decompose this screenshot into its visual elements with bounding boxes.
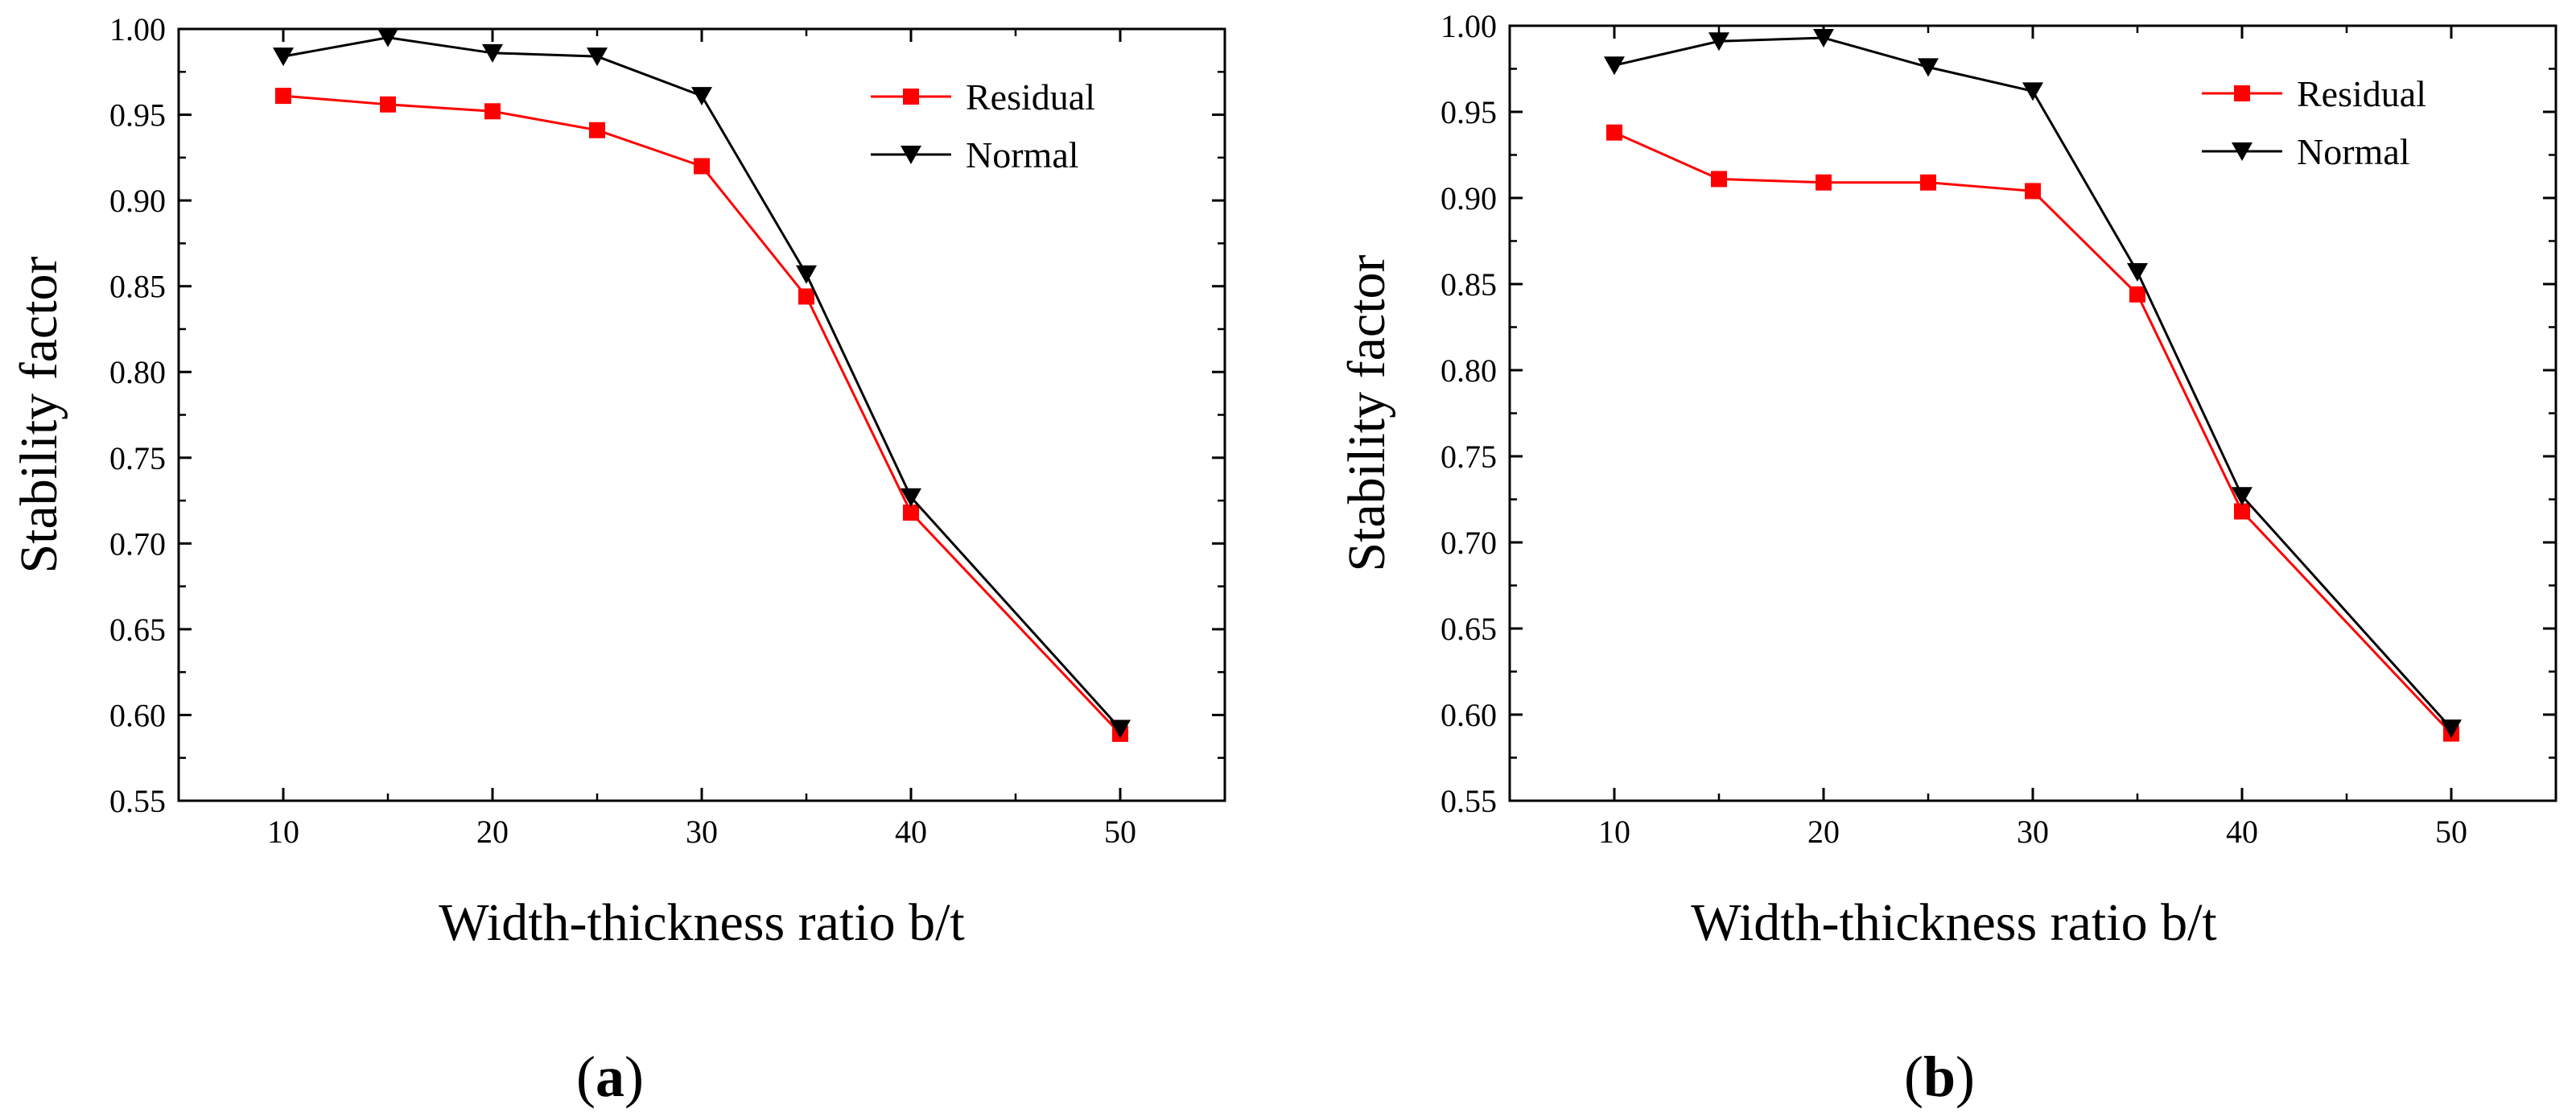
data-point-residual xyxy=(903,504,919,521)
data-point-normal xyxy=(691,87,712,106)
panel-label: (b) xyxy=(1904,1045,1975,1109)
x-tick-label: 50 xyxy=(2435,814,2467,850)
data-point-residual xyxy=(380,96,396,113)
data-point-residual xyxy=(1606,124,1622,141)
x-tick-label: 30 xyxy=(2017,814,2049,850)
x-tick-label: 50 xyxy=(1104,814,1136,850)
series-line-normal xyxy=(1614,36,2453,730)
x-axis-title: Width-thickness ratio b/t xyxy=(1691,893,2217,952)
data-point-residual xyxy=(1816,174,1832,191)
x-axis-title: Width-thickness ratio b/t xyxy=(439,893,965,952)
x-tick-label: 20 xyxy=(476,814,509,850)
data-point-residual xyxy=(1711,171,1727,188)
y-tick-label: 0.60 xyxy=(1440,697,1497,733)
x-tick-label: 10 xyxy=(1598,814,1630,850)
y-tick-label: 0.65 xyxy=(1440,611,1497,647)
series-line-normal xyxy=(282,36,1122,730)
data-point-normal xyxy=(2441,719,2462,739)
y-axis-title: Stability factor xyxy=(1337,254,1396,571)
data-point-residual xyxy=(694,158,710,175)
legend-marker-residual xyxy=(2234,85,2250,101)
y-tick-label: 0.70 xyxy=(109,526,166,562)
series-normal xyxy=(273,28,1131,739)
y-tick-label: 1.00 xyxy=(109,11,166,47)
y-tick-label: 0.65 xyxy=(109,612,166,648)
series-line-residual xyxy=(1614,131,2453,735)
legend-label-residual: Residual xyxy=(2297,73,2426,114)
data-point-residual xyxy=(1920,174,1936,191)
y-axis-title: Stability factor xyxy=(10,256,68,573)
y-tick-label: 0.55 xyxy=(109,783,166,819)
data-point-residual xyxy=(484,103,501,120)
y-tick-label: 0.75 xyxy=(1440,439,1497,475)
legend-label-normal: Normal xyxy=(966,134,1079,175)
y-tick-label: 0.85 xyxy=(109,269,166,305)
data-point-residual xyxy=(798,288,814,305)
x-tick-label: 40 xyxy=(895,814,927,850)
data-point-residual xyxy=(2025,183,2041,200)
series-residual xyxy=(1606,124,2459,742)
legend-label-normal: Normal xyxy=(2297,131,2410,172)
data-point-normal xyxy=(482,43,503,63)
y-tick-label: 0.70 xyxy=(1440,525,1497,561)
x-tick-label: 40 xyxy=(2226,814,2258,850)
data-point-normal xyxy=(377,28,398,47)
y-tick-label: 0.80 xyxy=(109,354,166,390)
y-tick-label: 0.80 xyxy=(1440,352,1497,389)
y-tick-label: 0.95 xyxy=(109,97,166,134)
series-normal xyxy=(1604,28,2462,739)
legend: Residual Normal xyxy=(871,76,1095,175)
data-point-residual xyxy=(589,122,605,138)
y-tick-label: 0.85 xyxy=(1440,266,1497,303)
data-point-normal xyxy=(2127,263,2148,282)
series-residual xyxy=(275,88,1128,742)
data-point-normal xyxy=(273,47,294,67)
chart-panel-a: 0.55 0.60 0.65 0.70 0.75 0.80 0.85 0.90 0.95 1.00… xyxy=(10,11,1226,1109)
data-point-normal xyxy=(796,265,817,284)
x-tick-label: 20 xyxy=(1807,814,1840,850)
y-tick-label: 0.75 xyxy=(109,440,166,476)
y-tick-label: 0.95 xyxy=(1440,94,1497,130)
legend-label-residual: Residual xyxy=(966,76,1095,117)
legend-marker-normal xyxy=(901,146,921,164)
data-point-residual xyxy=(2234,503,2250,520)
data-point-normal xyxy=(587,47,608,67)
y-tick-label: 0.60 xyxy=(109,697,166,733)
legend: Residual Normal xyxy=(2202,73,2426,172)
data-point-normal xyxy=(1604,56,1625,76)
data-point-normal xyxy=(2232,487,2252,506)
legend-marker-residual xyxy=(903,89,919,105)
data-point-normal xyxy=(1813,28,1834,47)
data-point-residual xyxy=(2129,286,2145,303)
data-point-normal xyxy=(901,488,921,507)
legend-marker-normal xyxy=(2232,142,2252,161)
panel-label: (a) xyxy=(576,1045,644,1109)
series-line-residual xyxy=(282,94,1122,735)
y-tick-label: 0.90 xyxy=(1440,180,1497,216)
data-point-residual xyxy=(275,88,291,105)
data-point-normal xyxy=(1918,58,1939,77)
x-tick-label: 30 xyxy=(686,814,718,850)
x-tick-label: 10 xyxy=(267,814,299,850)
y-tick-label: 1.00 xyxy=(1440,8,1497,44)
data-point-normal xyxy=(2022,82,2043,101)
chart-panel-b: 0.55 0.60 0.65 0.70 0.75 0.80 0.85 0.90 0.95 1.00… xyxy=(1337,8,2557,1109)
data-point-normal xyxy=(1110,719,1131,739)
data-point-normal xyxy=(1708,32,1729,52)
y-tick-label: 0.90 xyxy=(109,183,166,219)
y-tick-label: 0.55 xyxy=(1440,783,1497,819)
